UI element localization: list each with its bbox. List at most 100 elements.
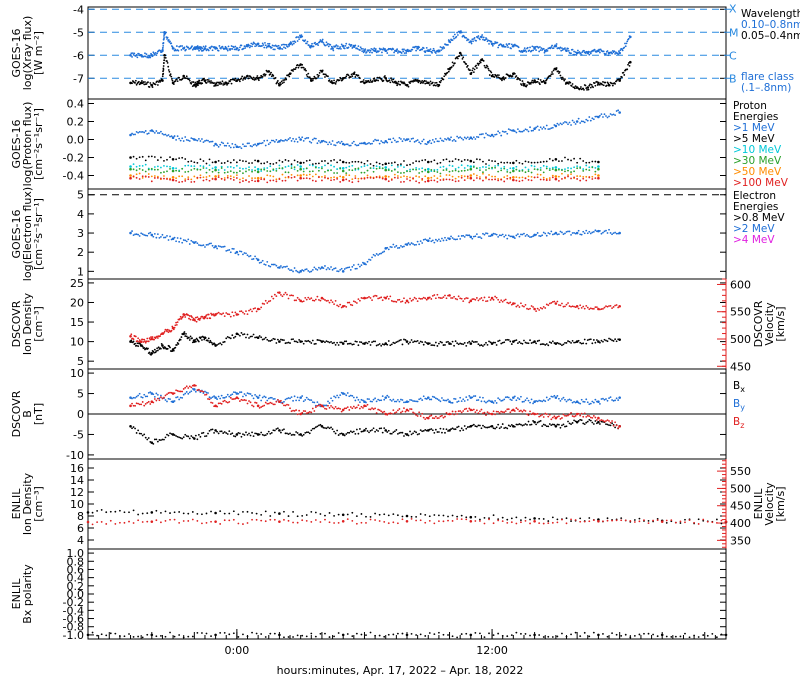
data-point [570,168,572,170]
data-point [124,511,126,513]
data-point [324,171,326,173]
data-point [256,402,258,404]
data-point [339,46,341,48]
data-point [357,144,359,146]
data-point [546,125,548,127]
data-point [152,336,154,338]
data-point [402,140,404,142]
data-point [392,137,394,139]
data-point [456,299,458,301]
data-point [581,413,583,415]
data-point [332,269,334,271]
data-point [201,82,203,84]
data-point [234,79,236,81]
data-point [582,416,584,418]
data-point [388,430,390,432]
data-point [447,399,449,401]
data-point [618,338,621,341]
data-point [250,435,252,437]
data-point [221,83,223,85]
data-point [175,435,177,437]
data-point [218,245,220,247]
data-point [594,171,596,173]
data-point [350,343,352,345]
data-point [326,408,328,410]
data-point [525,423,527,425]
data-point [236,172,238,174]
data-point [148,341,150,343]
data-point [309,178,311,180]
data-point [335,344,337,346]
data-point [531,130,533,132]
data-point [533,517,536,520]
data-point [218,45,220,47]
data-point [193,165,195,167]
data-point [468,395,470,397]
data-point [579,167,581,169]
data-point [149,82,151,84]
data-point [430,161,432,163]
data-point [497,163,499,165]
data-point [487,300,489,302]
data-point [186,435,188,437]
data-point [461,235,463,237]
data-point [458,171,460,173]
data-point [506,428,508,430]
data-point [169,168,171,170]
data-point [561,417,563,419]
data-point [139,433,141,435]
data-point [155,84,157,86]
data-point [253,77,255,79]
data-point [520,410,522,412]
data-point [187,387,189,389]
data-point [447,520,449,522]
data-point [522,163,524,165]
data-point [155,54,157,56]
data-point [446,341,448,343]
data-point [519,170,521,172]
data-point [193,388,196,391]
data-point [269,300,271,302]
data-point [184,180,186,182]
data-point [283,511,285,513]
y-tick-label: -5 [73,428,84,441]
data-point [448,294,451,297]
data-point [209,342,211,344]
data-point [430,142,432,144]
data-point [408,86,410,88]
data-point [452,160,454,162]
data-point [611,233,613,235]
data-point [493,514,495,516]
data-point [348,169,350,171]
data-point [581,120,583,122]
data-point [484,65,486,67]
data-point [514,426,516,428]
data-point [456,516,458,518]
data-point [594,82,596,84]
data-point [133,522,135,524]
data-point [576,165,578,167]
data-point [519,130,521,132]
data-point [367,261,369,263]
data-point [470,342,473,345]
data-point [178,511,180,513]
data-point [450,136,452,138]
data-point [519,398,521,400]
data-point [347,143,349,145]
data-point [552,396,554,398]
data-point [610,232,612,234]
data-point [181,49,183,51]
data-point [164,331,166,333]
data-point [263,435,265,437]
data-point [263,162,265,164]
data-point [309,164,311,166]
data-point [171,330,173,332]
data-point [268,143,270,145]
data-point [402,344,404,346]
data-point [315,163,317,165]
data-point [540,126,542,128]
data-point [477,399,479,401]
data-point [373,171,375,173]
data-point [227,171,229,173]
data-point [500,161,502,163]
